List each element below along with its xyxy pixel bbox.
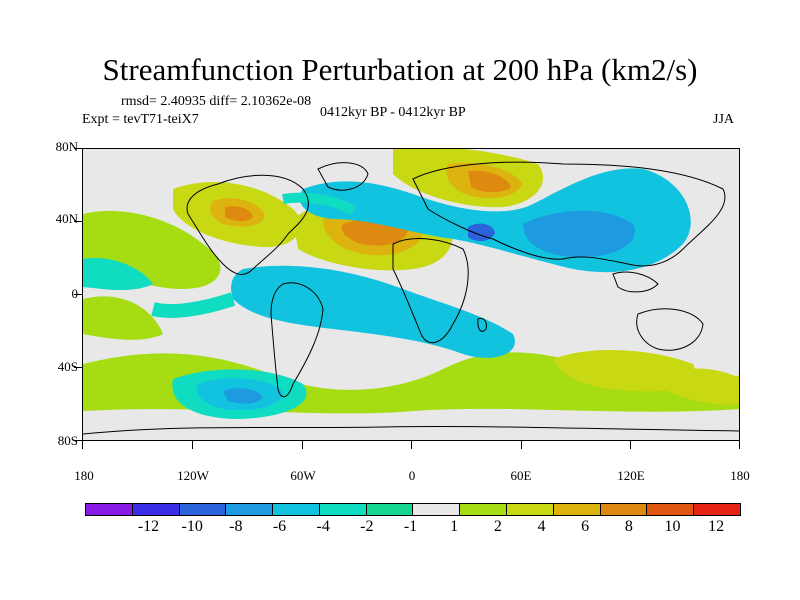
lat-label-40s: 40S bbox=[57, 359, 78, 374]
contour-negative-south-pacific-6 bbox=[223, 388, 263, 404]
contour-positive-south-pacific bbox=[663, 368, 739, 405]
lon-tick bbox=[82, 441, 83, 449]
colorbar-cell bbox=[225, 503, 274, 516]
colorbar-label: 1 bbox=[450, 518, 459, 535]
colorbar-cell bbox=[506, 503, 554, 516]
coast-greenland bbox=[317, 162, 369, 191]
colorbar-label: -12 bbox=[137, 518, 160, 535]
contour-negative-tropics bbox=[231, 265, 515, 358]
contour-positive-indian-ocean bbox=[553, 349, 695, 392]
contour-neutral-polar bbox=[83, 408, 739, 440]
colorbar-cell bbox=[599, 503, 648, 516]
colorbar-cell bbox=[646, 503, 695, 516]
colorbar-cell bbox=[318, 503, 367, 516]
stats-text: rmsd= 2.40935 diff= 2.10362e-08 bbox=[121, 94, 312, 109]
period-label: 0412kyr BP - 0412kyr BP bbox=[320, 105, 466, 120]
colorbar-label: 12 bbox=[708, 518, 725, 535]
coast-maritime-continent bbox=[612, 271, 659, 293]
colorbar-label: -6 bbox=[272, 518, 287, 535]
coast-north-america bbox=[186, 174, 309, 275]
colorbar bbox=[85, 503, 741, 516]
lon-label-60e: 60E bbox=[510, 468, 532, 483]
contour-positive-tropics-west bbox=[83, 296, 163, 340]
lat-tick bbox=[74, 148, 82, 149]
lon-tick bbox=[302, 441, 303, 449]
lon-label-180e: 180 bbox=[730, 468, 750, 483]
map-panel bbox=[82, 148, 740, 441]
contour-positive-europe-8 bbox=[468, 170, 511, 193]
lat-tick bbox=[74, 440, 82, 441]
coastlines bbox=[83, 161, 739, 435]
lon-tick bbox=[521, 441, 522, 449]
contour-negative-west-pacific bbox=[83, 258, 153, 291]
colorbar-cell bbox=[693, 503, 741, 516]
lon-tick bbox=[739, 441, 740, 449]
lon-tick bbox=[411, 441, 412, 449]
coast-africa bbox=[392, 238, 469, 344]
colorbar-label: 6 bbox=[581, 518, 590, 535]
coast-madagascar bbox=[477, 318, 487, 332]
experiment-label: Expt = tevT71-teiX7 bbox=[82, 112, 199, 127]
lon-label-120e: 120E bbox=[617, 468, 645, 483]
lat-label-80s: 80S bbox=[57, 433, 78, 448]
lon-label-0: 0 bbox=[408, 468, 416, 483]
colorbar-cell bbox=[412, 503, 461, 516]
coast-australia bbox=[636, 308, 704, 351]
season-label: JJA bbox=[713, 112, 735, 127]
lon-label-120w: 120W bbox=[177, 468, 209, 483]
contour-negative-caspian bbox=[468, 223, 495, 242]
lat-tick bbox=[74, 294, 82, 295]
colorbar-cell bbox=[131, 503, 180, 516]
coast-south-america bbox=[270, 282, 324, 398]
contour-positive-na-max bbox=[225, 206, 253, 222]
colorbar-cell bbox=[552, 503, 601, 516]
lon-tick bbox=[192, 441, 193, 449]
coast-antarctica bbox=[83, 425, 739, 435]
lat-label-80n: 80N bbox=[55, 139, 78, 154]
colorbar-cell bbox=[365, 503, 414, 516]
contour-negative-eurasia-ring bbox=[282, 192, 356, 216]
colorbar-cell bbox=[272, 503, 320, 516]
colorbar-label: 2 bbox=[493, 518, 502, 535]
contour-negative-eurasia-6 bbox=[523, 210, 635, 258]
lat-label-0: 0 bbox=[72, 286, 79, 302]
lat-tick bbox=[74, 367, 82, 368]
colorbar-label: 10 bbox=[664, 518, 681, 535]
field-svg bbox=[83, 149, 739, 440]
colorbar-label: -1 bbox=[403, 518, 418, 535]
contour-negative-tropics-edge bbox=[151, 292, 236, 318]
lat-label-40n: 40N bbox=[55, 211, 78, 226]
colorbar-label: -8 bbox=[229, 518, 243, 535]
figure-title: Streamfunction Perturbation at 200 hPa (… bbox=[102, 52, 698, 87]
lon-label-60w: 60W bbox=[290, 468, 316, 483]
colorbar-label: -4 bbox=[316, 518, 330, 535]
colorbar-label: 8 bbox=[624, 518, 633, 535]
colorbar-cell bbox=[178, 503, 227, 516]
colorbar-cell bbox=[459, 503, 508, 516]
colorbar-label: 4 bbox=[537, 518, 546, 535]
lat-tick bbox=[74, 221, 82, 222]
colorbar-label: -10 bbox=[181, 518, 203, 535]
lon-tick bbox=[630, 441, 631, 449]
colorbar-label: -2 bbox=[360, 518, 374, 535]
coast-eurasia bbox=[412, 161, 726, 267]
lon-label-180w: 180 bbox=[74, 468, 94, 483]
colorbar-cell bbox=[85, 503, 133, 516]
